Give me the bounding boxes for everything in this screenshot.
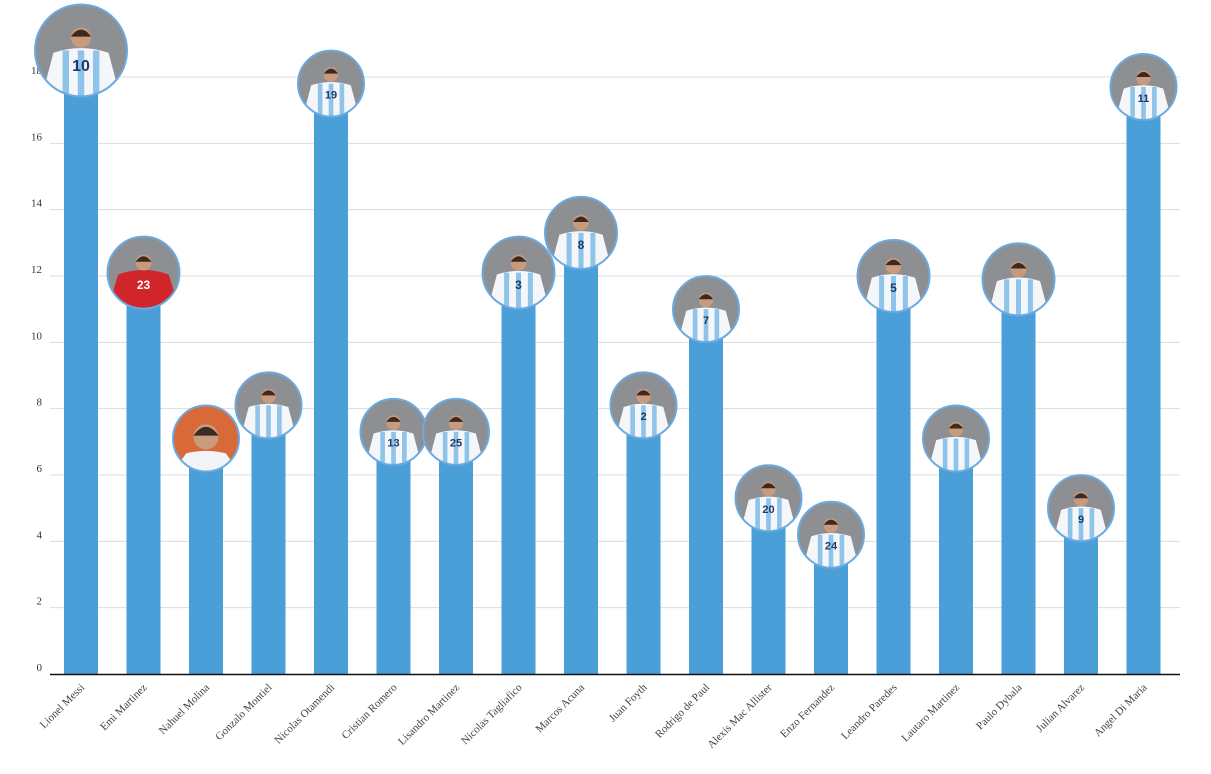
bar: [314, 83, 348, 675]
player-photo-icon: 11: [1109, 52, 1178, 121]
y-tick-label: 10: [31, 330, 43, 342]
bar: [376, 431, 411, 674]
shirt-number: 3: [515, 278, 522, 292]
shirt-number: 9: [1078, 514, 1084, 526]
bar: [501, 272, 536, 674]
shirt-number: 23: [137, 278, 151, 292]
x-tick-label: Lautaro Martinez: [899, 682, 962, 745]
bar: [1001, 279, 1036, 674]
x-tick-label: Lisandro Martinez: [396, 682, 462, 748]
x-tick-label: Alexis Mac Allister: [705, 681, 775, 751]
bar: [626, 405, 661, 674]
shirt-number: 24: [825, 541, 838, 553]
x-tick-label: Nicolas Otamendi: [272, 682, 337, 747]
y-tick-label: 12: [31, 264, 42, 276]
shirt-number: 20: [762, 504, 774, 516]
x-tick-label: Juan Foyth: [607, 681, 650, 724]
bar: [1126, 86, 1161, 674]
shirt-number: 10: [72, 58, 90, 75]
y-tick-label: 0: [37, 662, 43, 674]
x-tick-label: Cristian Romero: [339, 681, 399, 741]
bar: [564, 232, 598, 674]
player-photo-icon: 5: [856, 239, 931, 313]
y-tick-label: 6: [37, 463, 43, 475]
player-photo-icon: 23: [106, 235, 181, 310]
bar: [126, 272, 161, 674]
player-photo-icon: 19: [297, 49, 365, 118]
x-tick-label: Paulo Dybala: [974, 682, 1025, 733]
bar: [439, 431, 473, 674]
player-photo-icon: [981, 242, 1056, 317]
player-photo-icon: [922, 404, 990, 473]
player-photo-icon: 7: [672, 275, 740, 344]
bar: [64, 50, 98, 674]
player-photo-icon: 9: [1047, 474, 1115, 543]
x-tick-label: Nicolas Tagliafico: [459, 681, 525, 747]
player-photo-icon: 24: [797, 500, 865, 569]
shirt-number: 8: [578, 238, 585, 252]
bar: [876, 276, 911, 674]
x-tick-label: Angel Di Maria: [1092, 682, 1150, 740]
x-tick-label: Gonzalo Montiel: [213, 682, 274, 743]
player-photo-icon: [172, 404, 240, 473]
player-photo-icon: 13: [359, 397, 428, 466]
x-tick-label: Nahuel Molina: [157, 682, 212, 737]
shirt-number: 2: [640, 411, 646, 423]
x-axis-labels: Lionel Messi Emi Martinez Nahuel Molina Gon…: [38, 681, 1150, 751]
player-photo-icon: 20: [734, 464, 803, 533]
bars: [64, 50, 1161, 675]
player-photo-icon: 25: [422, 397, 490, 466]
x-tick-label: Emi Martinez: [98, 682, 150, 734]
x-tick-label: Marcos Acuna: [533, 682, 587, 736]
player-photo-icon: 10: [34, 3, 128, 98]
x-tick-label: Lionel Messi: [38, 682, 87, 731]
y-tick-label: 8: [37, 397, 43, 409]
x-tick-label: Enzo Fernandez: [778, 682, 837, 741]
bar: [939, 438, 973, 674]
shirt-number: 7: [703, 315, 709, 327]
y-tick-label: 18: [31, 65, 43, 77]
bar: [251, 405, 286, 674]
x-tick-label: Julian Alvarez: [1034, 682, 1087, 735]
y-axis-ticks: 0 2 4 6 8 10 12 14 16 18: [31, 65, 43, 674]
y-tick-label: 16: [31, 131, 43, 143]
y-tick-label: 2: [37, 596, 43, 608]
player-photo-icon: 8: [544, 195, 618, 270]
shirt-number: 19: [325, 89, 337, 101]
bar: [689, 309, 723, 674]
player-photo-icon: [234, 371, 303, 440]
y-tick-label: 14: [31, 198, 43, 210]
shirt-number: 13: [387, 438, 399, 450]
player-photo-icon: 2: [609, 371, 678, 440]
shirt-number: 5: [890, 281, 897, 295]
y-tick-label: 4: [37, 529, 43, 541]
player-photo-icon: 3: [481, 235, 556, 310]
shirt-number: 11: [1138, 93, 1150, 105]
x-tick-label: Leandro Paredes: [839, 682, 900, 743]
bar: [189, 438, 223, 674]
player-markers: 10 23 19 13 25 3 8 2 7 20 24 5 9 11: [34, 3, 1178, 569]
x-tick-label: Rodrigo de Paul: [653, 682, 712, 741]
shirt-number: 25: [450, 438, 462, 450]
